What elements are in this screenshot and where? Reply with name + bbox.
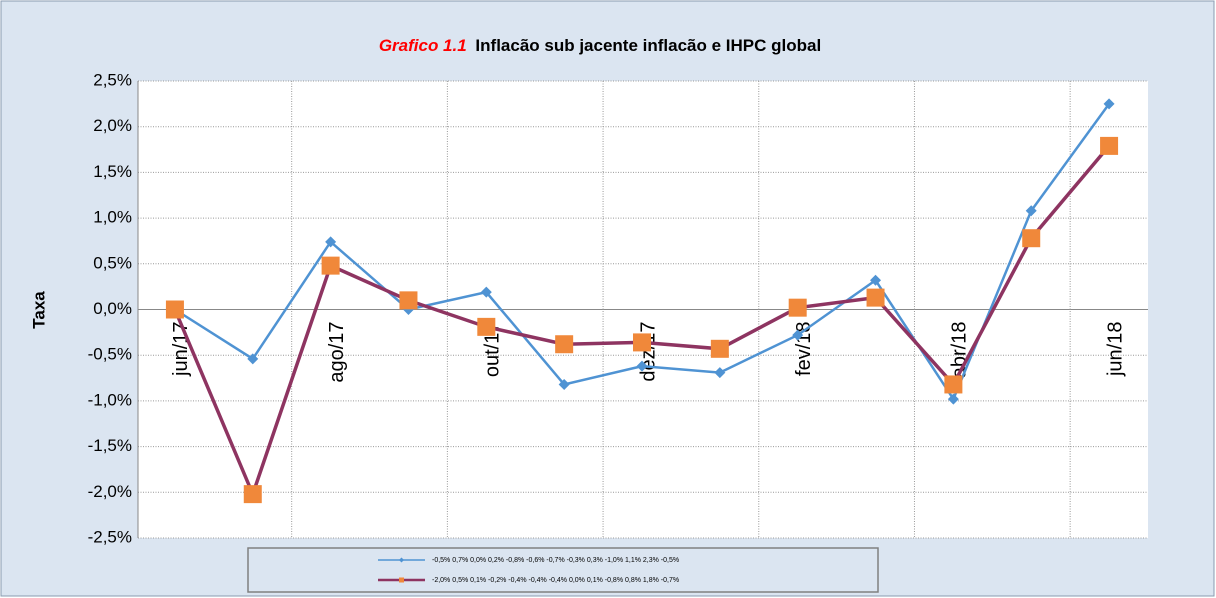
y-tick-label: 1,5% xyxy=(93,162,132,181)
legend xyxy=(247,547,879,593)
y-tick-label: 0,5% xyxy=(93,253,132,272)
y-tick-label: -2,0% xyxy=(88,482,132,501)
x-tick-label: jun/17 xyxy=(170,322,192,378)
marker xyxy=(792,329,804,341)
legend-label: -0,5% 0,7% 0,0% 0,2% -0,8% -0,6% -0,7% -… xyxy=(432,557,679,564)
marker xyxy=(325,236,337,248)
x-tick-label: jun/18 xyxy=(1104,322,1126,378)
y-tick-label: 1,0% xyxy=(93,208,132,227)
marker xyxy=(243,485,262,504)
marker xyxy=(321,256,340,275)
y-tick-label: -1,5% xyxy=(88,436,132,455)
y-tick-label: -2,5% xyxy=(88,527,132,546)
marker xyxy=(477,317,496,336)
title-text: Inflacão sub jacente inflacão e IHPC glo… xyxy=(475,36,821,55)
marker xyxy=(944,375,963,394)
marker xyxy=(480,286,492,298)
x-tick-label: ago/17 xyxy=(326,322,348,383)
legend-marker xyxy=(399,577,404,583)
legend-marker xyxy=(399,557,404,563)
marker xyxy=(633,333,651,352)
marker xyxy=(870,274,882,286)
marker xyxy=(947,393,959,405)
marker xyxy=(866,288,885,307)
x-tick-label: dez/17 xyxy=(637,322,659,382)
marker xyxy=(558,378,570,390)
y-tick-label: -1,0% xyxy=(88,390,132,409)
y-tick-label: 0,0% xyxy=(93,299,132,318)
marker xyxy=(1100,136,1119,155)
y-tick-label: 2,5% xyxy=(93,70,132,89)
marker xyxy=(636,360,648,372)
marker xyxy=(1025,205,1037,217)
y-tick-label: 2,0% xyxy=(93,116,132,135)
legend-label: -2,0% 0,5% 0,1% -0,2% -0,4% -0,4% -0,4% … xyxy=(432,577,679,584)
marker xyxy=(247,353,259,365)
marker xyxy=(555,335,574,354)
marker xyxy=(788,298,807,317)
figure-label: Grafico 1.1 xyxy=(379,36,467,55)
marker xyxy=(710,339,729,358)
marker xyxy=(1022,229,1041,248)
marker xyxy=(714,367,726,379)
marker xyxy=(1103,98,1115,110)
chart-title: Grafico 1.1 Inflacão sub jacente inflacã… xyxy=(379,36,821,55)
y-tick-label: -0,5% xyxy=(88,345,132,364)
marker xyxy=(399,291,418,310)
y-axis-title: Taxa xyxy=(29,291,48,329)
marker xyxy=(165,300,184,319)
